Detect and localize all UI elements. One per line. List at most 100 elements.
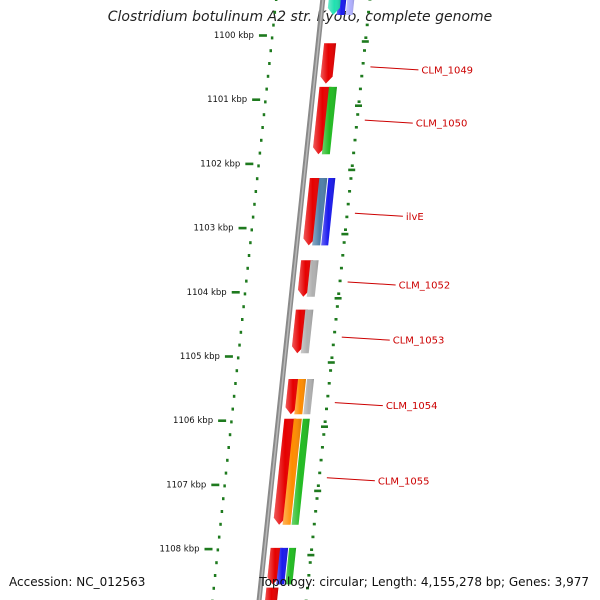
- outer-dot: [353, 138, 357, 142]
- outer-dot: [306, 586, 310, 590]
- gene-label-leader: [326, 477, 375, 482]
- outer-dot: [368, 0, 372, 1]
- ruler-dot: [228, 433, 232, 437]
- outer-tick: [355, 104, 363, 107]
- outer-dot: [331, 343, 335, 347]
- ruler-dot: [268, 62, 271, 65]
- ruler-dot: [230, 420, 233, 424]
- outer-dot: [350, 164, 354, 167]
- outer-tick: [320, 425, 328, 428]
- outer-dot: [326, 394, 330, 398]
- outer-dot: [333, 330, 337, 334]
- ruler-dot: [242, 305, 245, 309]
- ruler-label: 1101 kbp: [207, 95, 247, 105]
- ruler-dot: [269, 49, 272, 53]
- outer-dot: [346, 202, 350, 206]
- ruler-label: 1103 kbp: [193, 224, 233, 234]
- ruler-dot: [232, 394, 236, 398]
- gene-track: [265, 0, 355, 600]
- gene-feature-shade: [313, 86, 332, 155]
- gene-label[interactable]: ilvE: [406, 212, 424, 223]
- ruler-dot: [257, 164, 260, 168]
- outer-dot: [316, 484, 320, 487]
- outer-dot: [327, 382, 331, 385]
- ruler-track: 1100 kbp 1101 kbp 1102 kbp 1103 kbp 1104 kbp…: [159, 0, 278, 600]
- gene-label[interactable]: CLM_1053: [393, 336, 445, 347]
- ruler-dot: [270, 36, 274, 40]
- ruler-dot: [226, 458, 229, 462]
- outer-dot: [358, 87, 362, 91]
- outer-dot: [364, 36, 368, 39]
- accession-label: Accession: NC_012563: [9, 575, 146, 589]
- ruler-tick: [224, 355, 233, 358]
- outer-dot: [318, 471, 322, 475]
- ruler-dot: [272, 23, 275, 27]
- gene-label-leader: [354, 212, 403, 217]
- outer-dot: [343, 228, 347, 231]
- ruler-dot: [234, 382, 237, 385]
- gene-feature-shade: [291, 418, 310, 525]
- outer-dot: [362, 49, 366, 52]
- topology-summary: Topology: circular; Length: 4,155,278 bp…: [259, 575, 589, 589]
- ruler-dot: [250, 228, 253, 232]
- ruler-dot: [264, 100, 267, 104]
- ruler-dot: [265, 87, 268, 91]
- gene-label[interactable]: CLM_1055: [378, 476, 430, 487]
- outer-dot: [322, 433, 326, 436]
- outer-dot: [349, 177, 353, 180]
- ruler-label: 1104 kbp: [187, 288, 227, 298]
- gene-feature-shade: [303, 378, 315, 415]
- gene-feature-shade: [306, 260, 319, 297]
- gene-feature-shade: [285, 547, 297, 585]
- outer-dot: [311, 535, 315, 539]
- gene-label[interactable]: CLM_1052: [399, 280, 451, 291]
- outer-tick: [334, 297, 342, 300]
- outer-dot: [357, 100, 361, 103]
- gene-feature-shade: [321, 178, 336, 246]
- outer-dot: [361, 62, 365, 65]
- gene-label-leader: [364, 119, 413, 124]
- ruler-dot: [243, 292, 247, 296]
- outer-dot: [320, 446, 324, 449]
- gene-feature-shade: [345, 0, 355, 15]
- ruler-label: 1105 kbp: [180, 352, 220, 362]
- ruler-label: 1102 kbp: [200, 159, 240, 169]
- ruler-dot: [266, 74, 270, 78]
- outer-dot: [330, 356, 334, 359]
- ruler-dot: [239, 330, 243, 334]
- ruler-tick: [258, 34, 267, 37]
- gene-label[interactable]: CLM_1054: [386, 401, 438, 412]
- ruler-dot: [213, 574, 217, 577]
- gene-labels: CLM_1049 CLM_1050 ilvE CLM_1052 CLM_1053 CLM_…: [326, 65, 473, 487]
- outer-dot: [345, 215, 349, 219]
- ruler-tick: [238, 226, 247, 230]
- gene-feature-shade: [300, 309, 314, 354]
- outer-dot: [308, 561, 312, 564]
- ruler-tick: [252, 98, 261, 101]
- gene-feature-shade: [282, 418, 302, 525]
- outer-dot: [310, 548, 314, 551]
- ruler-dot: [217, 535, 221, 539]
- ruler-dot: [223, 484, 226, 488]
- ruler-label: 1108 kbp: [159, 545, 199, 555]
- ruler-label: 1106 kbp: [173, 416, 213, 426]
- outer-dot: [352, 151, 356, 155]
- gene-feature-shade: [273, 418, 297, 525]
- ruler-tick: [245, 162, 254, 166]
- ruler-label: 1107 kbp: [166, 480, 206, 490]
- backbone-highlight: [258, 0, 324, 600]
- outer-dot: [325, 407, 329, 411]
- ruler-dot: [261, 126, 264, 129]
- gene-label[interactable]: CLM_1050: [416, 119, 468, 130]
- gene-label[interactable]: CLM_1049: [421, 65, 473, 76]
- outer-dot: [319, 458, 323, 462]
- gene-feature-shade: [320, 43, 337, 84]
- gene-feature-shade: [312, 178, 328, 246]
- gene-feature-shade: [294, 378, 307, 415]
- ruler-dot: [241, 318, 244, 321]
- outer-tick: [341, 232, 349, 236]
- outer-tick: [361, 40, 369, 43]
- ruler-dot: [231, 407, 235, 411]
- ruler-label: 1100 kbp: [214, 31, 254, 41]
